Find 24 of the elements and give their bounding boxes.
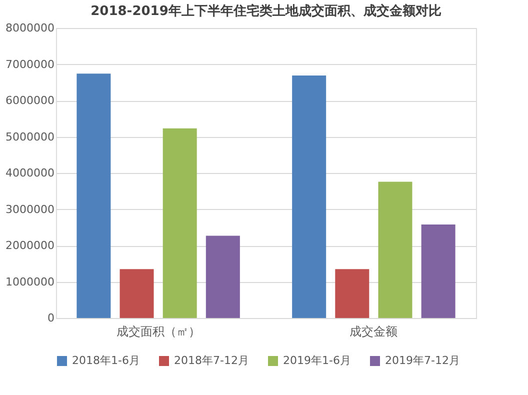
y-tick-label: 5000000 [6,130,54,144]
y-tick-label: 3000000 [6,202,54,216]
bar [206,236,240,318]
bar [421,224,456,318]
legend-label: 2018年7-12月 [174,354,249,367]
y-tick-label: 0 [48,312,54,324]
legend-label: 2019年1-6月 [283,354,351,367]
bar [120,269,154,318]
y-tick-label: 4000000 [6,166,54,180]
y-tick-label: 2000000 [6,239,54,252]
x-tick-label: 成交面积（㎡） [116,324,200,338]
y-tick-label: 8000000 [6,22,54,34]
bar [76,74,111,318]
x-tick-label: 成交金额 [350,324,398,338]
y-tick-label: 7000000 [6,58,54,71]
bar [335,269,370,318]
bar [162,128,197,318]
bar [378,182,412,318]
legend-label: 2018年1-6月 [72,354,140,367]
chart-title: 2018-2019年上下半年住宅类土地成交面积、成交金额对比 [90,3,442,19]
y-tick-label: 1000000 [6,275,54,288]
legend-label: 2019年7-12月 [385,354,460,367]
bar [292,75,326,318]
y-tick-label: 6000000 [6,94,54,107]
